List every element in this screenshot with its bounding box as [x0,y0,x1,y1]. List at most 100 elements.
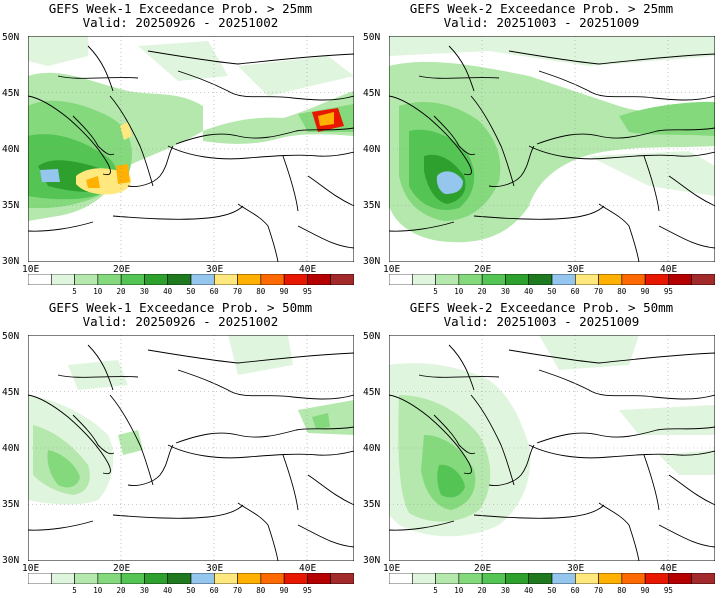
panel-week1-25mm: GEFS Week-1 Exceedance Prob. > 25mm Vali… [0,0,361,299]
lat-label: 35N [363,499,381,510]
colorbar-label: 5 [72,586,77,595]
colorbar-label: 20 [477,586,487,595]
colorbar-label: 10 [454,287,464,296]
colorbar-label: 60 [209,287,219,296]
lon-label: 10E [22,264,40,275]
colorbar-swatch [50,274,75,285]
colorbar-swatch [260,274,285,285]
colorbar-label: 5 [433,586,438,595]
colorbar-swatch [621,573,646,584]
lat-label: 50N [363,331,381,342]
colorbar-label: 70 [232,586,242,595]
probability-shading [389,36,715,243]
colorbar-label: 95 [663,586,673,595]
colorbar-swatch [260,573,285,584]
colorbar-swatch [120,573,145,584]
grid-lines [389,335,715,561]
colorbar-swatch [598,274,623,285]
colorbar-swatch [330,274,354,285]
colorbar-swatch [668,274,693,285]
colorbar-swatch [458,573,483,584]
lon-label: 40E [660,563,678,574]
colorbar-label: 30 [500,287,510,296]
colorbar-label: 50 [547,287,557,296]
coastlines [28,344,354,561]
lat-label: 45N [2,387,20,398]
panel-title: GEFS Week-2 Exceedance Prob. > 50mm [409,300,674,315]
colorbar-swatch [551,573,576,584]
colorbar-swatch [74,274,99,285]
colorbar [389,573,715,584]
lon-label: 10E [22,563,40,574]
lat-label: 30N [2,256,20,267]
colorbar-swatch [144,274,169,285]
colorbar-swatch [621,274,646,285]
colorbar-swatch [213,274,238,285]
grid-lines [389,36,715,262]
colorbar-label: 50 [547,586,557,595]
colorbar-swatch [50,573,75,584]
colorbar-swatch [574,573,599,584]
panel-valid-dates: Valid: 20251003 - 20251009 [443,314,640,329]
panel-week2-50mm: GEFS Week-2 Exceedance Prob. > 50mm Vali… [361,299,722,598]
colorbar-label: 5 [72,287,77,296]
colorbar-label: 60 [570,586,580,595]
lon-label: 10E [383,264,401,275]
colorbar-swatch [237,274,262,285]
colorbar [28,274,354,285]
lon-label: 20E [113,264,131,275]
colorbar-label: 80 [256,287,266,296]
grid-lines [28,335,354,561]
colorbar-swatch [389,573,413,584]
panel-valid-dates: Valid: 20251003 - 20251009 [443,15,640,30]
colorbar-swatch [668,573,693,584]
colorbar-swatch [213,573,238,584]
colorbar-label: 5 [433,287,438,296]
probability-map [389,335,715,561]
colorbar-label: 80 [617,287,627,296]
colorbar-swatch [144,573,169,584]
colorbar-swatch [411,573,436,584]
lat-label: 45N [363,387,381,398]
colorbar-label: 80 [617,586,627,595]
colorbar-swatch [691,274,715,285]
colorbar [28,573,354,584]
colorbar-swatch [644,274,669,285]
colorbar-swatch [120,274,145,285]
lat-label: 40N [2,443,20,454]
probability-map [28,36,354,262]
panel-week2-25mm: GEFS Week-2 Exceedance Prob. > 25mm Vali… [361,0,722,299]
colorbar-swatch [574,274,599,285]
colorbar-swatch [307,573,332,584]
colorbar-label: 40 [524,287,534,296]
colorbar-label: 20 [477,287,487,296]
colorbar-swatch [411,274,436,285]
lon-label: 20E [474,563,492,574]
lon-label: 20E [474,264,492,275]
colorbar-label: 80 [256,586,266,595]
lon-label: 30E [567,264,585,275]
colorbar-swatch [190,274,215,285]
colorbar [389,274,715,285]
colorbar-swatch [307,274,332,285]
colorbar-label: 60 [570,287,580,296]
panel-week1-50mm: GEFS Week-1 Exceedance Prob. > 50mm Vali… [0,299,361,598]
lat-label: 40N [363,443,381,454]
colorbar-label: 50 [186,586,196,595]
colorbar-swatch [283,274,308,285]
lat-label: 50N [2,32,20,43]
colorbar-label: 50 [186,287,196,296]
colorbar-swatch [167,274,192,285]
colorbar-label: 40 [163,586,173,595]
lon-label: 40E [299,563,317,574]
colorbar-label: 10 [93,586,103,595]
panel-valid-dates: Valid: 20250926 - 20251002 [82,15,279,30]
lon-label: 40E [299,264,317,275]
colorbar-label: 60 [209,586,219,595]
colorbar-label: 95 [302,287,312,296]
colorbar-swatch [481,573,506,584]
probability-shading [28,335,354,505]
colorbar-label: 95 [663,287,673,296]
colorbar-swatch [389,274,413,285]
colorbar-label: 70 [232,287,242,296]
